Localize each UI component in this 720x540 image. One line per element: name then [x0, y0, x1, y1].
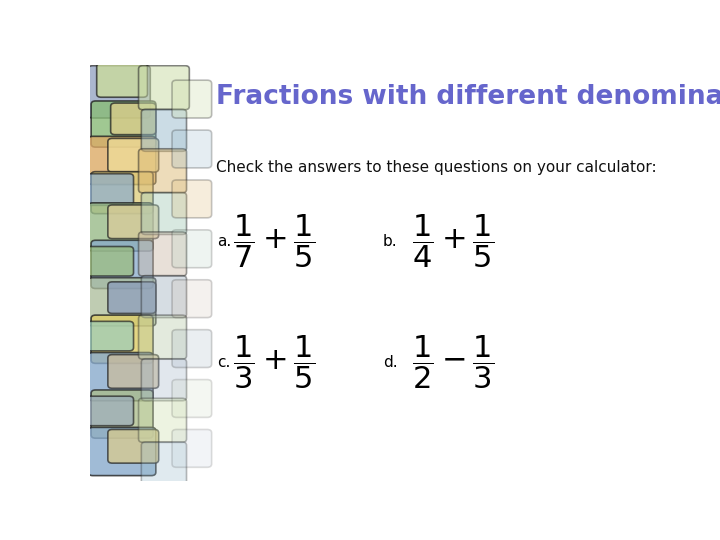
FancyBboxPatch shape [86, 246, 133, 276]
FancyBboxPatch shape [91, 390, 153, 438]
FancyBboxPatch shape [141, 192, 186, 234]
FancyBboxPatch shape [141, 359, 186, 401]
Text: Fractions with different denominators: Fractions with different denominators [215, 84, 720, 110]
FancyBboxPatch shape [172, 329, 212, 368]
FancyBboxPatch shape [108, 429, 158, 463]
FancyBboxPatch shape [89, 66, 150, 118]
Text: $\dfrac{1}{2}-\dfrac{1}{3}$: $\dfrac{1}{2}-\dfrac{1}{3}$ [412, 333, 494, 391]
Text: c.: c. [217, 355, 230, 369]
FancyBboxPatch shape [111, 103, 156, 134]
Text: Check the answers to these questions on your calculator:: Check the answers to these questions on … [215, 160, 656, 176]
FancyBboxPatch shape [141, 275, 186, 318]
Text: a.: a. [217, 234, 231, 249]
FancyBboxPatch shape [86, 396, 133, 426]
FancyBboxPatch shape [96, 64, 148, 97]
FancyBboxPatch shape [141, 109, 186, 151]
Text: $\dfrac{1}{7}+\dfrac{1}{5}$: $\dfrac{1}{7}+\dfrac{1}{5}$ [233, 213, 315, 271]
FancyBboxPatch shape [108, 205, 158, 239]
FancyBboxPatch shape [141, 442, 186, 484]
FancyBboxPatch shape [172, 380, 212, 417]
FancyBboxPatch shape [138, 232, 186, 276]
FancyBboxPatch shape [138, 149, 186, 193]
FancyBboxPatch shape [108, 355, 158, 388]
FancyBboxPatch shape [108, 282, 156, 313]
FancyBboxPatch shape [172, 230, 212, 268]
FancyBboxPatch shape [172, 429, 212, 467]
FancyBboxPatch shape [172, 130, 212, 168]
Text: b.: b. [383, 234, 397, 249]
FancyBboxPatch shape [89, 278, 156, 326]
FancyBboxPatch shape [172, 180, 212, 218]
FancyBboxPatch shape [172, 80, 212, 118]
FancyBboxPatch shape [91, 172, 153, 214]
FancyBboxPatch shape [89, 136, 156, 185]
Text: d.: d. [383, 355, 397, 369]
FancyBboxPatch shape [91, 101, 156, 147]
FancyBboxPatch shape [138, 66, 189, 110]
FancyBboxPatch shape [89, 353, 153, 401]
FancyBboxPatch shape [138, 315, 186, 359]
FancyBboxPatch shape [86, 321, 133, 351]
Text: $\dfrac{1}{4}+\dfrac{1}{5}$: $\dfrac{1}{4}+\dfrac{1}{5}$ [412, 213, 494, 271]
FancyBboxPatch shape [86, 174, 133, 205]
FancyBboxPatch shape [108, 138, 158, 172]
FancyBboxPatch shape [91, 240, 153, 288]
FancyBboxPatch shape [138, 399, 186, 442]
FancyBboxPatch shape [91, 315, 153, 363]
FancyBboxPatch shape [172, 280, 212, 318]
FancyBboxPatch shape [89, 427, 156, 476]
Text: $\dfrac{1}{3}+\dfrac{1}{5}$: $\dfrac{1}{3}+\dfrac{1}{5}$ [233, 333, 315, 391]
FancyBboxPatch shape [89, 203, 153, 251]
